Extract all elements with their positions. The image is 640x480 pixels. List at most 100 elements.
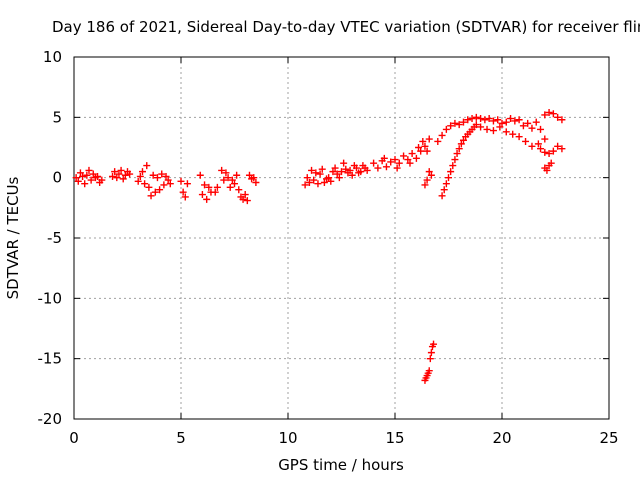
data-point xyxy=(387,158,395,166)
chart-title: Day 186 of 2021, Sidereal Day-to-day VTE… xyxy=(52,18,640,36)
data-point xyxy=(245,171,253,179)
data-point xyxy=(352,164,360,172)
data-point xyxy=(541,135,549,143)
data-point xyxy=(111,168,119,176)
data-point xyxy=(340,159,348,167)
data-point xyxy=(425,367,433,375)
data-point xyxy=(119,175,127,183)
data-point xyxy=(380,154,388,162)
data-point xyxy=(445,174,452,182)
data-point xyxy=(310,176,318,184)
data-point xyxy=(451,119,459,127)
data-point xyxy=(457,140,465,148)
data-point xyxy=(468,115,476,123)
data-point xyxy=(522,137,530,145)
data-point xyxy=(136,172,144,180)
data-point xyxy=(183,180,191,188)
data-point xyxy=(507,115,515,123)
data-point xyxy=(472,121,480,129)
data-point xyxy=(485,115,493,123)
data-point xyxy=(489,117,497,125)
data-point xyxy=(425,135,433,143)
data-point xyxy=(117,166,125,174)
data-point xyxy=(83,171,91,179)
data-point xyxy=(547,159,555,167)
data-point xyxy=(415,144,423,151)
data-point xyxy=(226,183,234,191)
data-point xyxy=(113,174,121,182)
y-tick-label: -20 xyxy=(38,410,63,428)
data-point xyxy=(423,147,431,155)
data-point xyxy=(224,174,232,182)
data-point xyxy=(417,147,425,155)
data-point xyxy=(301,181,309,189)
y-tick-label: -5 xyxy=(47,229,62,247)
data-point xyxy=(430,340,438,348)
data-point xyxy=(89,170,97,178)
data-point xyxy=(357,168,365,176)
data-point xyxy=(329,168,337,176)
data-point xyxy=(449,162,457,170)
data-point xyxy=(228,176,236,184)
data-point xyxy=(235,186,243,194)
data-point xyxy=(348,171,356,179)
data-point xyxy=(400,152,408,160)
data-points xyxy=(72,109,566,384)
data-point xyxy=(459,136,467,144)
data-point xyxy=(87,176,95,184)
y-tick-label: -10 xyxy=(38,289,63,307)
data-point xyxy=(149,171,157,179)
data-point xyxy=(408,150,416,158)
data-point xyxy=(220,176,228,184)
x-axis-label: GPS time / hours xyxy=(278,456,404,474)
y-tick-labels: 10 5 0 -5 -10 -15 -20 xyxy=(38,48,63,428)
data-point xyxy=(477,123,485,131)
data-point xyxy=(115,170,123,178)
data-point xyxy=(537,125,545,133)
data-point xyxy=(211,188,219,196)
data-point xyxy=(541,148,549,156)
y-axis-label: SDTVAR / TECUs xyxy=(4,176,22,299)
data-point xyxy=(126,170,134,178)
data-point xyxy=(489,127,497,135)
x-tick-labels: 0 5 10 15 20 25 xyxy=(69,429,618,447)
data-point xyxy=(241,191,249,199)
data-point xyxy=(545,150,553,158)
y-tick-label: 5 xyxy=(52,108,62,126)
data-point xyxy=(528,142,536,150)
x-tick-label: 0 xyxy=(69,429,79,447)
data-point xyxy=(177,177,185,185)
data-point xyxy=(145,183,153,191)
data-point xyxy=(109,172,117,180)
data-point xyxy=(494,116,502,124)
data-point xyxy=(511,117,519,125)
data-point xyxy=(477,115,485,123)
data-point xyxy=(453,150,461,158)
data-point xyxy=(496,123,504,131)
data-point xyxy=(72,174,80,182)
data-point xyxy=(459,118,467,126)
data-point xyxy=(427,171,435,179)
data-point xyxy=(509,130,517,138)
data-point xyxy=(554,142,562,150)
data-point xyxy=(222,169,230,177)
y-tick-label: 0 xyxy=(52,169,62,187)
data-point xyxy=(426,355,434,363)
data-point xyxy=(327,177,335,185)
data-point xyxy=(141,180,149,188)
data-point xyxy=(331,164,339,172)
data-point xyxy=(160,181,168,189)
grid xyxy=(74,57,609,419)
data-point xyxy=(421,181,429,189)
data-point xyxy=(79,172,87,180)
data-point xyxy=(447,168,455,176)
data-point xyxy=(515,133,523,141)
data-point xyxy=(498,119,506,127)
data-point xyxy=(312,169,320,177)
data-point xyxy=(198,191,206,199)
data-point xyxy=(464,116,472,124)
x-tick-label: 10 xyxy=(278,429,297,447)
x-tick-label: 5 xyxy=(176,429,186,447)
data-point xyxy=(201,181,209,189)
data-point xyxy=(164,176,172,184)
